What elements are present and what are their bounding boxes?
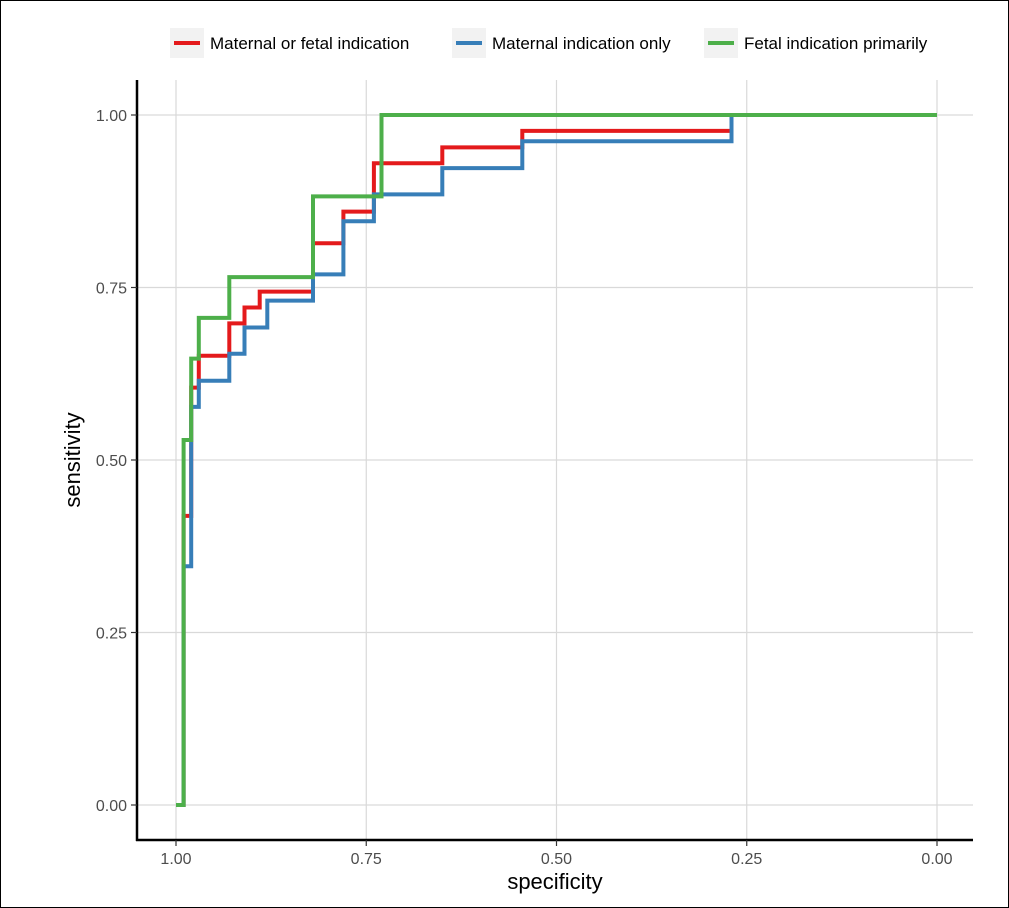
legend: Maternal or fetal indication Maternal ind… (170, 28, 928, 58)
y-tick-label: 0.25 (96, 626, 127, 643)
y-tick-label: 0.00 (96, 798, 127, 815)
tick-labels: 0.00 0.25 0.50 0.75 1.00 1.00 0.75 0.50 0.25 0.00 (96, 108, 953, 868)
legend-label-1: Maternal or fetal indication (210, 34, 409, 53)
x-axis-title: specificity (507, 869, 602, 894)
series-line-3 (176, 113, 937, 807)
series-lines (176, 113, 937, 807)
y-tick-label: 1.00 (96, 108, 127, 125)
x-tick-label: 0.75 (351, 851, 382, 868)
grid (137, 80, 973, 840)
legend-label-3: Fetal indication primarily (744, 34, 928, 53)
x-tick-label: 0.00 (921, 851, 952, 868)
x-tick-label: 1.00 (160, 851, 191, 868)
x-tick-label: 0.25 (731, 851, 762, 868)
legend-label-2: Maternal indication only (492, 34, 671, 53)
y-axis-title: sensitivity (60, 412, 85, 507)
y-tick-label: 0.75 (96, 281, 127, 298)
x-tick-label: 0.50 (541, 851, 572, 868)
y-tick-label: 0.50 (96, 453, 127, 470)
